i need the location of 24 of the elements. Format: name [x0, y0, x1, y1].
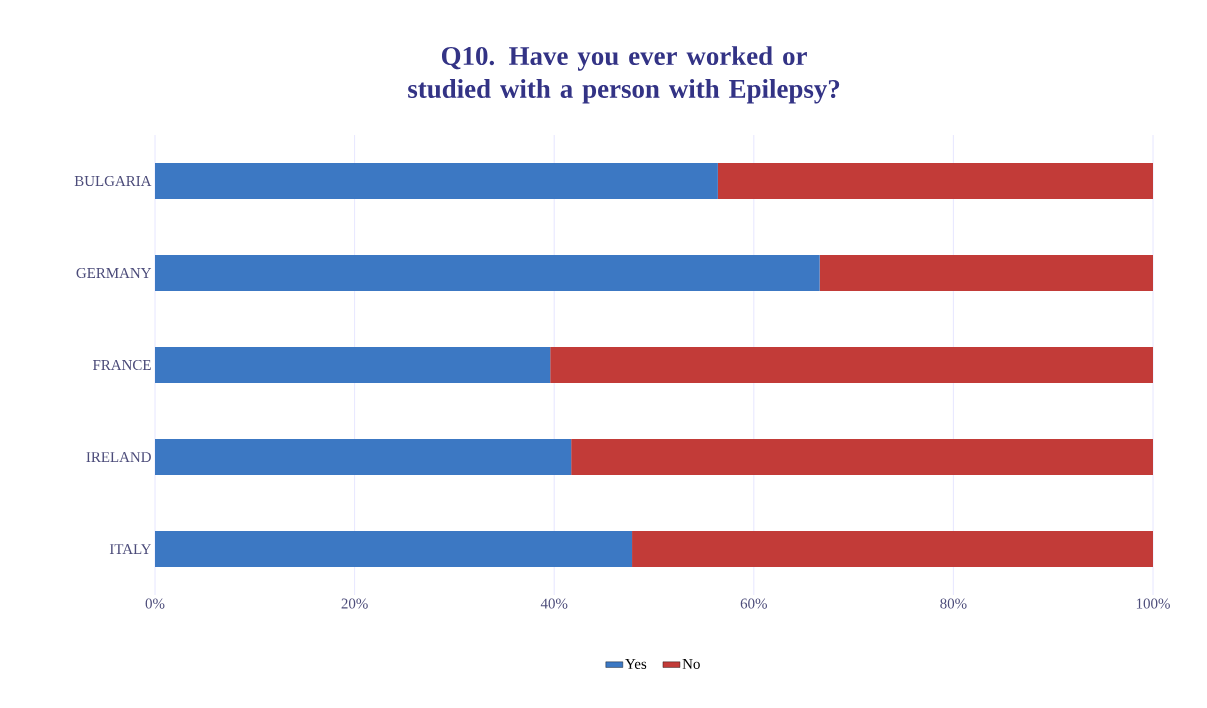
x-tick-label: 100%	[1136, 598, 1170, 609]
chart-title: Q10. Have you ever worked or studied with a person with Epilepsy?	[408, 46, 840, 104]
bar	[155, 347, 551, 383]
y-tick-label: IRELAND	[86, 452, 151, 462]
x-tick-label: 20%	[341, 598, 368, 609]
y-tick-label: ITALY	[109, 544, 152, 554]
bar	[155, 255, 820, 291]
x-tick-label: 0%	[145, 598, 165, 609]
bar	[632, 531, 1154, 567]
x-tick-label: 80%	[940, 598, 967, 609]
bar	[155, 163, 718, 199]
bar	[571, 439, 1154, 475]
bar	[550, 347, 1154, 383]
bar	[155, 439, 572, 475]
legend-label: Yes	[625, 659, 647, 669]
bar	[819, 255, 1154, 291]
y-tick-label: BULGARIA	[74, 175, 152, 187]
y-tick-label: GERMANY	[76, 267, 152, 279]
bar	[717, 163, 1154, 199]
x-tick-label: 40%	[540, 598, 568, 609]
legend-label: No	[682, 659, 700, 669]
bar	[155, 531, 633, 567]
x-tick-label: 60%	[740, 598, 767, 609]
y-tick-label: FRANCE	[92, 359, 151, 371]
